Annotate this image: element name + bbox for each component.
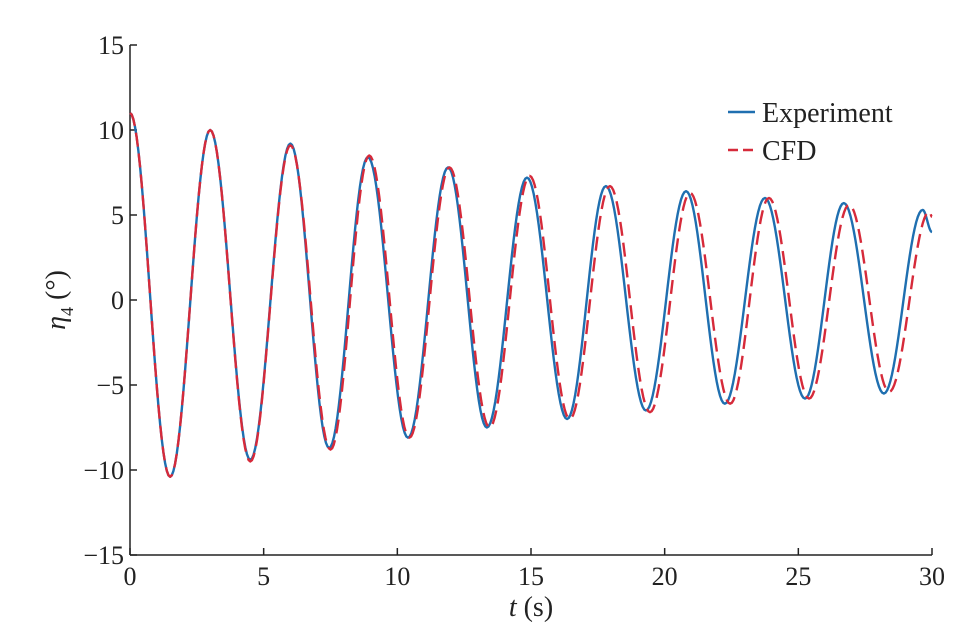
y-tick-label: −10: [83, 456, 124, 485]
x-tick-label: 10: [384, 562, 410, 591]
y-axis-label-sub: 4: [57, 307, 77, 316]
y-tick-label: 0: [111, 286, 124, 315]
y-axis-label-var: η: [41, 316, 72, 330]
x-tick-label: 15: [518, 562, 544, 591]
x-axis-label: t (s): [509, 592, 553, 623]
series-layer: [129, 112, 934, 478]
y-tick-label: −15: [83, 541, 124, 570]
y-tick-label: 15: [98, 31, 124, 60]
legend-label-cfd: CFD: [762, 136, 816, 167]
y-axis-label-unit: (°): [41, 270, 72, 307]
x-axis-label-unit: (s): [517, 592, 554, 623]
x-axis-label-var: t: [509, 592, 518, 623]
x-tick-label: 20: [652, 562, 678, 591]
y-tick-label: −5: [96, 371, 124, 400]
x-tick-label: 0: [124, 562, 137, 591]
axes: −15 −10 −5 0 5 10 15 0 5 10 15 20 25 30: [83, 31, 945, 591]
y-tick-label: 10: [98, 116, 124, 145]
series-line-cfd: [129, 112, 934, 478]
series-line-experiment: [129, 112, 933, 478]
x-tick-label: 25: [785, 562, 811, 591]
legend-label-experiment: Experiment: [762, 98, 893, 129]
x-tick-label: 5: [257, 562, 270, 591]
x-tick-label: 30: [919, 562, 945, 591]
y-axis-label: η4 (°): [41, 270, 77, 330]
legend: Experiment CFD: [728, 98, 893, 167]
y-tick-label: 5: [111, 201, 124, 230]
